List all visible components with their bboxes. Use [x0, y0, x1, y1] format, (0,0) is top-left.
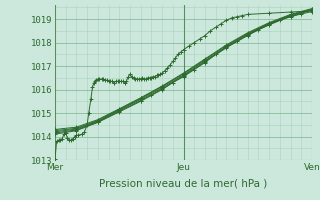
X-axis label: Pression niveau de la mer( hPa ): Pression niveau de la mer( hPa ): [100, 179, 268, 189]
